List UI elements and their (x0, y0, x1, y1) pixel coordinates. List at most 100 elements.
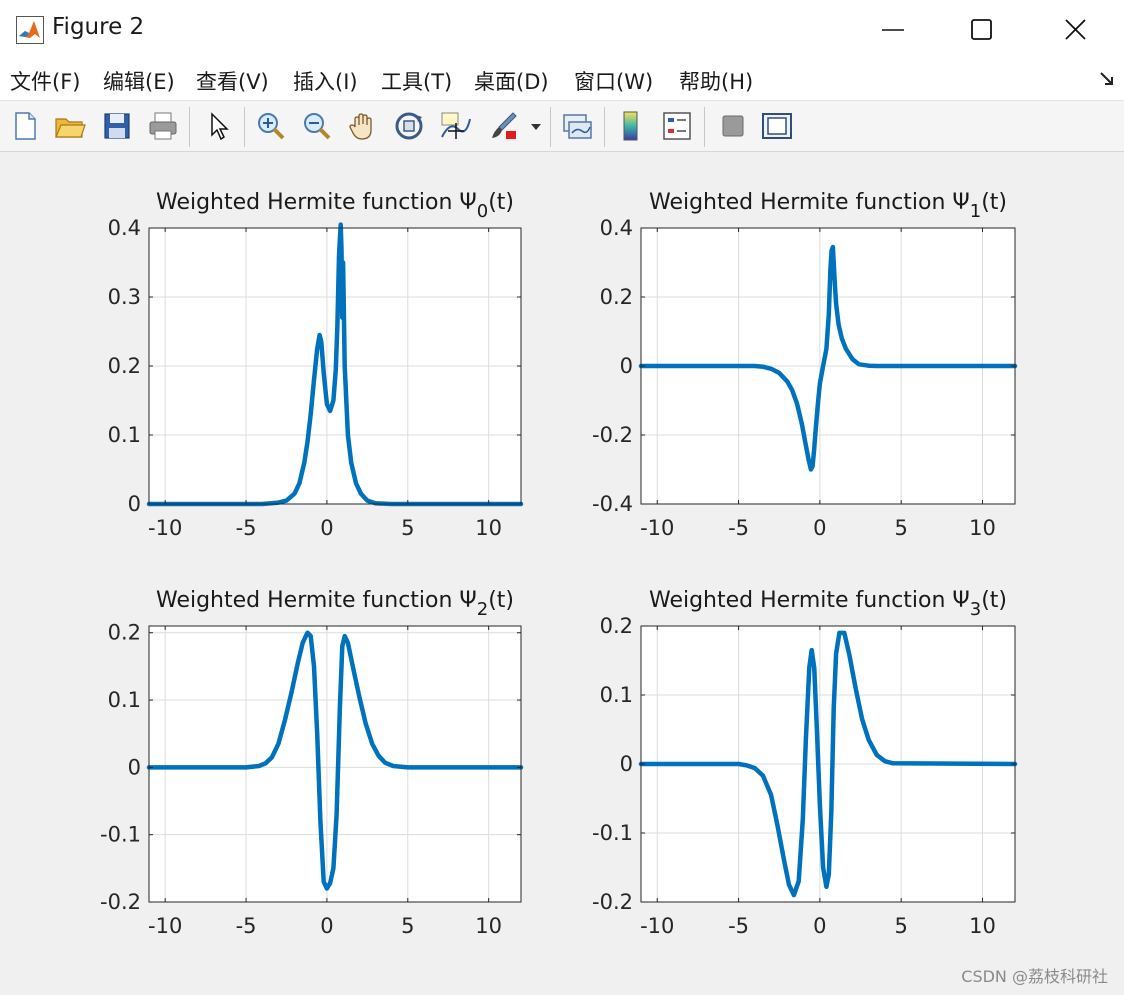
colorbar-icon[interactable] (614, 109, 648, 143)
series-line (146, 630, 524, 891)
x-tick-label: 10 (475, 516, 502, 540)
series-line (638, 630, 1018, 898)
y-tick-label: -0.4 (592, 492, 633, 516)
menu-insert[interactable]: 插入(I) (293, 70, 358, 94)
subplot-title: Weighted Hermite function Ψ0(t) (156, 190, 514, 222)
legend-icon[interactable] (660, 109, 694, 143)
x-tick-label: 5 (894, 516, 907, 540)
x-tick-label: 10 (475, 914, 502, 938)
x-tick-label: -10 (148, 516, 182, 540)
menu-help[interactable]: 帮助(H) (679, 70, 754, 94)
title-subscript: 1 (970, 201, 981, 222)
title-suffix: (t) (488, 190, 514, 215)
y-tick-label: 0 (128, 492, 141, 516)
zoom-in-icon[interactable] (254, 109, 288, 143)
minimize-button[interactable] (872, 10, 914, 50)
menu-bar: 文件(F) 编辑(E) 查看(V) 插入(I) 工具(T) 桌面(D) 窗口(W… (0, 60, 1124, 101)
title-main: Weighted Hermite function Ψ (156, 588, 477, 613)
y-tick-label: -0.2 (100, 890, 141, 914)
pointer-icon[interactable] (202, 109, 236, 143)
menu-window[interactable]: 窗口(W) (574, 70, 654, 94)
title-bar[interactable]: Figure 2 (0, 0, 1124, 60)
menu-tools[interactable]: 工具(T) (381, 70, 453, 94)
x-tick-label: 0 (813, 516, 826, 540)
menu-file[interactable]: 文件(F) (10, 70, 81, 94)
hide-plot-tools-icon[interactable] (716, 109, 750, 143)
x-tick-label: 5 (401, 914, 414, 938)
watermark: CSDN @荔枝科研社 (961, 967, 1108, 986)
dock-arrow-icon[interactable] (1098, 70, 1116, 88)
subplot-2[interactable]: -10 -5 0 5 10 -0.2 -0.1 0 0.1 0.2 Weighted Hermite… (100, 588, 524, 938)
show-plot-tools-icon[interactable] (760, 109, 794, 143)
y-tick-label: 0 (620, 354, 633, 378)
y-tick-label: 0 (620, 752, 633, 776)
y-tick-label: 0.1 (600, 683, 633, 707)
toolbar-separator (244, 107, 245, 147)
x-tick-label: -5 (236, 914, 257, 938)
title-subscript: 2 (477, 599, 488, 620)
dropdown-arrow-icon[interactable] (526, 109, 546, 143)
subplot-1[interactable]: -10 -5 0 5 10 -0.4 -0.2 0 0.2 0.4 Weighted Hermite… (592, 190, 1018, 540)
x-tick-label: -5 (728, 516, 749, 540)
toolbar-separator (704, 107, 705, 147)
y-tick-label: -0.2 (592, 890, 633, 914)
save-icon[interactable] (100, 109, 134, 143)
subplot-0[interactable]: -10 -5 0 5 10 0 0.1 0.2 0.3 0.4 Weighted Hermite f… (108, 190, 524, 540)
subplot-3[interactable]: -10 -5 0 5 10 -0.2 -0.1 0 0.1 0.2 Weighted Hermite… (592, 588, 1018, 938)
pan-hand-icon[interactable] (346, 109, 380, 143)
y-tick-label: 0.2 (108, 621, 141, 645)
rotate-3d-icon[interactable] (392, 109, 426, 143)
close-button[interactable] (1054, 10, 1096, 50)
link-plot-icon[interactable] (560, 109, 594, 143)
toolbar (0, 101, 1124, 152)
y-tick-label: -0.1 (592, 821, 633, 845)
print-icon[interactable] (146, 109, 180, 143)
subplot-title: Weighted Hermite function Ψ3(t) (649, 588, 1007, 620)
menu-view[interactable]: 查看(V) (196, 70, 269, 94)
title-main: Weighted Hermite function Ψ (649, 588, 970, 613)
new-file-icon[interactable] (8, 109, 42, 143)
title-suffix: (t) (488, 588, 514, 613)
y-tick-label: 0.2 (600, 614, 633, 638)
x-tick-label: 5 (894, 914, 907, 938)
x-tick-label: 5 (401, 516, 414, 540)
toolbar-separator (604, 107, 605, 147)
title-suffix: (t) (981, 190, 1007, 215)
x-tick-label: -10 (148, 914, 182, 938)
title-main: Weighted Hermite function Ψ (156, 190, 477, 215)
x-tick-label: 0 (320, 516, 333, 540)
y-tick-label: 0.4 (600, 216, 633, 240)
x-tick-label: -10 (640, 516, 674, 540)
series-line (638, 244, 1018, 472)
x-tick-label: 0 (320, 914, 333, 938)
x-tick-label: 10 (969, 914, 996, 938)
x-tick-label: -10 (640, 914, 674, 938)
y-tick-label: 0.2 (600, 285, 633, 309)
title-main: Weighted Hermite function Ψ (649, 190, 970, 215)
y-tick-label: -0.2 (592, 423, 633, 447)
title-suffix: (t) (981, 588, 1007, 613)
toolbar-separator (550, 107, 551, 147)
menu-edit[interactable]: 编辑(E) (103, 70, 175, 94)
data-cursor-icon[interactable] (438, 109, 472, 143)
y-tick-label: 0 (128, 755, 141, 779)
x-tick-label: 10 (969, 516, 996, 540)
window-title: Figure 2 (52, 14, 145, 40)
zoom-out-icon[interactable] (300, 109, 334, 143)
y-tick-label: 0.3 (108, 285, 141, 309)
title-subscript: 3 (970, 599, 981, 620)
subplot-title: Weighted Hermite function Ψ2(t) (156, 588, 514, 620)
maximize-button[interactable] (960, 10, 1002, 50)
y-tick-label: 0.1 (108, 688, 141, 712)
axes-box (148, 625, 522, 903)
x-tick-label: 0 (813, 914, 826, 938)
menu-desktop[interactable]: 桌面(D) (474, 70, 549, 94)
subplot-title: Weighted Hermite function Ψ1(t) (649, 190, 1007, 222)
y-tick-label: -0.1 (100, 823, 141, 847)
open-folder-icon[interactable] (53, 109, 87, 143)
brush-icon[interactable] (486, 109, 520, 143)
matlab-logo-icon (16, 16, 44, 44)
y-tick-label: 0.1 (108, 423, 141, 447)
y-tick-label: 0.2 (108, 354, 141, 378)
